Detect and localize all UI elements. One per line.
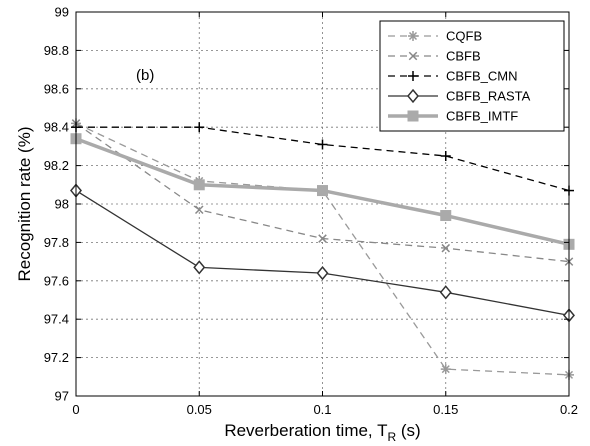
y-tick-label: 98.2 bbox=[44, 158, 69, 173]
square-marker bbox=[407, 110, 419, 122]
y-tick-label: 97.8 bbox=[44, 235, 69, 250]
x-marker-stroke bbox=[194, 205, 204, 215]
diamond-marker bbox=[439, 285, 452, 300]
square-marker bbox=[193, 179, 205, 191]
x-tick-label: 0.1 bbox=[313, 402, 331, 417]
x-tick-label: 0.15 bbox=[433, 402, 458, 417]
diamond-marker-shape bbox=[439, 285, 452, 300]
legend-label: CBFB_RASTA bbox=[446, 89, 531, 104]
x-axis-label-subscript: R bbox=[387, 430, 396, 444]
plus-marker bbox=[408, 71, 418, 81]
diamond-marker bbox=[193, 260, 206, 275]
series-line-cbfb-cmn bbox=[76, 126, 570, 192]
x-marker bbox=[194, 205, 204, 215]
x-axis-label-suffix: (s) bbox=[396, 421, 421, 440]
diamond-marker-shape bbox=[407, 88, 419, 104]
y-tick-label: 97.4 bbox=[44, 312, 69, 327]
y-tick-label: 99 bbox=[55, 5, 69, 20]
y-tick-label: 98.6 bbox=[44, 81, 69, 96]
y-tick-label: 98.4 bbox=[44, 120, 69, 135]
square-marker-shape bbox=[193, 179, 205, 191]
square-marker-shape bbox=[317, 185, 328, 197]
series-cbfb-rasta bbox=[70, 183, 575, 323]
legend-entry-cbfb-rasta: CBFB_RASTA bbox=[388, 89, 531, 104]
y-tick-label: 97 bbox=[55, 389, 69, 404]
legend-label: CBFB_IMTF bbox=[446, 109, 518, 124]
legend-label: CQFB bbox=[446, 29, 482, 44]
legend: CQFB CBFB CBFB_CMN CBFB_RASTA CBFB_IMTF bbox=[379, 20, 565, 132]
asterisk-marker-stroke bbox=[408, 31, 418, 41]
diamond-marker-shape bbox=[316, 265, 329, 281]
legend-entry-cbfb-imtf: CBFB_IMTF bbox=[388, 109, 518, 124]
legend-label: CBFB_CMN bbox=[446, 69, 518, 84]
square-marker bbox=[440, 210, 452, 222]
plus-marker bbox=[194, 122, 205, 133]
legend-label: CBFB bbox=[446, 49, 481, 64]
asterisk-marker-stroke bbox=[441, 365, 450, 374]
asterisk-marker bbox=[440, 364, 451, 375]
square-marker-shape bbox=[407, 110, 419, 122]
x-marker-stroke bbox=[408, 51, 418, 61]
x-marker bbox=[318, 234, 327, 243]
diamond-marker bbox=[407, 88, 419, 104]
x-tick-label: 0.05 bbox=[187, 402, 212, 417]
x-marker bbox=[408, 51, 418, 61]
legend-entry-cbfb-cmn: CBFB_CMN bbox=[388, 69, 518, 84]
x-tick-label: 0.2 bbox=[560, 402, 578, 417]
x-tick-label: 0 bbox=[72, 402, 79, 417]
x-marker-stroke bbox=[318, 234, 327, 243]
square-marker-shape bbox=[440, 210, 452, 222]
y-tick-label: 98.8 bbox=[44, 43, 69, 58]
plus-marker bbox=[317, 139, 328, 150]
y-axis-label: Recognition rate (%) bbox=[15, 127, 34, 282]
y-tick-label: 98 bbox=[55, 197, 69, 212]
x-axis-label-main: Reverberation time, T bbox=[224, 421, 387, 440]
asterisk-marker bbox=[408, 31, 418, 41]
panel-annotation: (b) bbox=[136, 67, 154, 84]
diamond-marker-shape bbox=[193, 260, 206, 275]
y-tick-label: 97.2 bbox=[44, 350, 69, 365]
legend-entry-cbfb: CBFB bbox=[388, 49, 481, 64]
axis-ticks: 0 0.05 0.1 0.15 0.2 97 97.2 97.4 97.6 97.8 98 98.2 9… bbox=[44, 5, 578, 418]
y-tick-label: 97.6 bbox=[44, 273, 69, 288]
plus-marker bbox=[440, 151, 451, 161]
diamond-marker bbox=[316, 265, 329, 281]
legend-entry-cqfb: CQFB bbox=[388, 29, 482, 44]
series-line-cqfb bbox=[75, 122, 570, 376]
square-marker bbox=[317, 185, 328, 197]
x-axis-label: Reverberation time, TR (s) bbox=[224, 421, 420, 444]
x-marker-stroke bbox=[441, 243, 451, 253]
x-marker bbox=[441, 243, 451, 253]
